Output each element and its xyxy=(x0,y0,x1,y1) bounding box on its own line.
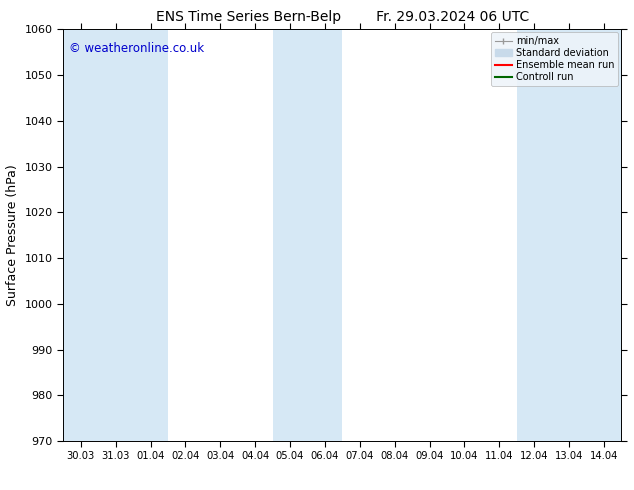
Legend: min/max, Standard deviation, Ensemble mean run, Controll run: min/max, Standard deviation, Ensemble me… xyxy=(491,32,618,86)
Bar xyxy=(98,29,168,441)
Bar xyxy=(517,29,621,441)
Title: ENS Time Series Bern-Belp        Fr. 29.03.2024 06 UTC: ENS Time Series Bern-Belp Fr. 29.03.2024… xyxy=(156,10,529,24)
Bar xyxy=(273,29,342,441)
Bar xyxy=(63,29,98,441)
Y-axis label: Surface Pressure (hPa): Surface Pressure (hPa) xyxy=(6,164,19,306)
Text: © weatheronline.co.uk: © weatheronline.co.uk xyxy=(69,42,204,55)
